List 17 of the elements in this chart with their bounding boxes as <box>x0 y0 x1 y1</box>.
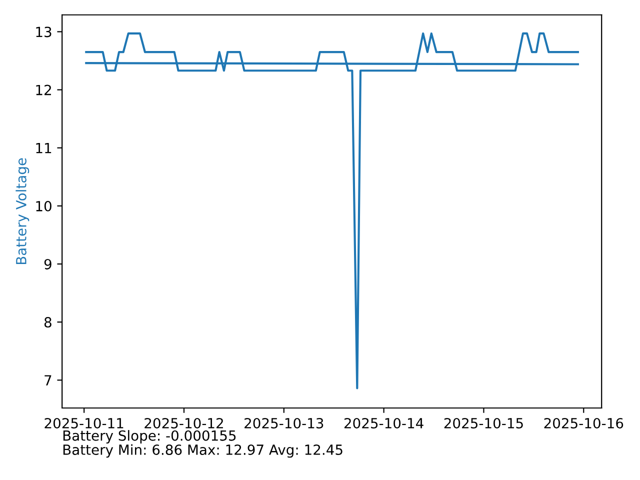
line-series <box>85 32 579 390</box>
x-tick-label: 2025-10-13 <box>244 418 324 428</box>
y-tick-label: 9 <box>44 258 52 270</box>
x-tick-label: 2025-10-14 <box>344 418 424 428</box>
y-tick-label: 7 <box>44 375 52 386</box>
x-tick-label: 2025-10-15 <box>444 418 523 428</box>
y-tick-label: 11 <box>36 143 52 154</box>
x-tick-label: 2025-10-12 <box>144 418 223 428</box>
text: Battery Slope: -0.000155 <box>63 430 236 444</box>
y-tick-label: 12 <box>36 84 51 96</box>
x-tick-label: 2025-10-11 <box>44 418 124 428</box>
text: Battery Min: 6.86 Max: 12.97 Avg: 12.45 <box>63 444 342 458</box>
y-tick-label: 8 <box>44 317 52 328</box>
y-axis-title: Battery Voltage <box>16 158 30 264</box>
x-tick-label: 2025-10-16 <box>544 418 624 428</box>
y-tick-label: 10 <box>36 200 52 212</box>
y-tick-label: 13 <box>36 26 52 38</box>
